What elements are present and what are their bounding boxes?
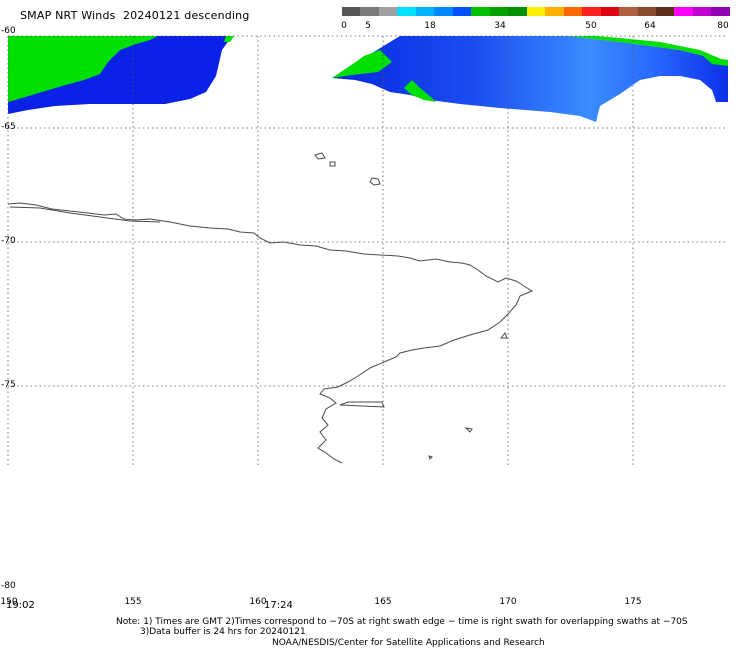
colorbar-tick-label: 34 [494, 21, 506, 31]
lat-label: -80 [1, 581, 16, 591]
colorbar-tick-label: 5 [365, 21, 371, 31]
colorbar-tick-label: 50 [585, 21, 597, 31]
graticule [7, 35, 728, 466]
lon-label: 150 [0, 597, 18, 607]
swath-time-label: 17:24 [264, 600, 293, 611]
colorbar-segment [489, 7, 509, 16]
coastline [7, 152, 534, 464]
colorbar-segment [637, 7, 656, 16]
colorbar-segment [434, 7, 453, 16]
lon-label: 170 [499, 597, 517, 607]
wind-speed-colorbar [342, 7, 730, 16]
lat-label: -70 [1, 236, 16, 246]
colorbar-segment [582, 7, 601, 16]
colorbar-segment [397, 7, 416, 16]
colorbar-segment [600, 7, 620, 16]
colorbar-segment [619, 7, 638, 16]
colorbar-tick-label: 18 [424, 21, 436, 31]
colorbar-segment [342, 7, 361, 16]
colorbar-segment [563, 7, 583, 16]
colorbar-segment [508, 7, 527, 16]
lat-label: -65 [1, 122, 16, 132]
colorbar-segment [674, 7, 693, 16]
colorbar-segment [545, 7, 564, 16]
note-line-1: Note: 1) Times are GMT 2)Times correspon… [116, 617, 688, 627]
colorbar-tick-label: 80 [717, 21, 729, 31]
colorbar-tick-label: 64 [644, 21, 656, 31]
swath-time-label: 19:02 [6, 600, 35, 611]
lon-label: 165 [374, 597, 392, 607]
colorbar-segment [415, 7, 435, 16]
colorbar-segment [526, 7, 546, 16]
lon-label: 175 [624, 597, 642, 607]
note-line-2: 3)Data buffer is 24 hrs for 20240121 [140, 627, 306, 637]
colorbar-segment [452, 7, 472, 16]
colorbar-segment [360, 7, 379, 16]
colorbar-segment [711, 7, 730, 16]
lat-label: -60 [1, 26, 16, 36]
colorbar-tick-label: 0 [341, 21, 347, 31]
colorbar-segment [655, 7, 675, 16]
credit-line: NOAA/NESDIS/Center for Satellite Applica… [272, 638, 545, 648]
lat-label: -75 [1, 380, 16, 390]
colorbar-segment [378, 7, 398, 16]
colorbar-segment [692, 7, 712, 16]
wind-swath-left [8, 36, 234, 114]
lon-label: 160 [249, 597, 267, 607]
colorbar-segment [471, 7, 490, 16]
map-title: SMAP NRT Winds 20240121 descending [20, 9, 250, 22]
wind-swath-right [332, 36, 728, 122]
lon-label: 155 [124, 597, 142, 607]
